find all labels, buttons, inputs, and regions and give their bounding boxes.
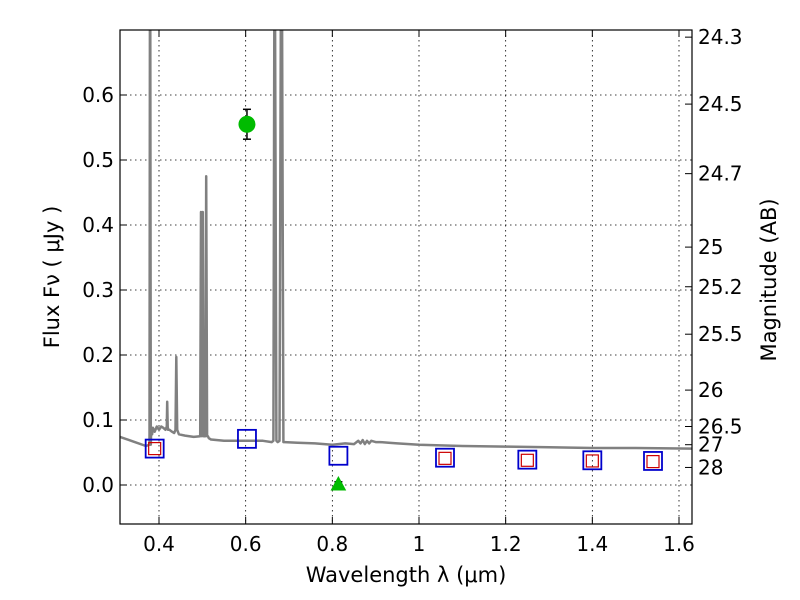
observed-low-marker xyxy=(330,475,347,491)
y-axis-title-left: Flux Fν ( μJy ) xyxy=(40,206,64,349)
x-tick-label: 0.6 xyxy=(230,532,262,556)
y-tick-label: 0.5 xyxy=(82,148,114,172)
tick-layer: 0.4 0.6 0.8 1 1.2 1.4 1.6 0.0 0.1 0.2 0.3 0.4 0.5 0.6… xyxy=(82,25,742,556)
right-tick-label: 24.7 xyxy=(698,162,743,186)
right-tick-label: 25.2 xyxy=(698,275,743,299)
y-tick-label: 0.0 xyxy=(82,473,114,497)
model-photometry-marker xyxy=(328,445,349,466)
model-photometry-marker xyxy=(643,451,663,471)
x-tick-label: 1.4 xyxy=(576,532,608,556)
observed-limit-marker xyxy=(585,454,599,468)
observed-limit-marker xyxy=(148,442,162,456)
model-photometry-marker xyxy=(517,449,538,470)
x-axis-title: Wavelength λ (μm) xyxy=(306,563,507,587)
x-tick-label: 0.8 xyxy=(316,532,348,556)
model-photometry-marker xyxy=(144,438,165,459)
grid-layer xyxy=(120,30,692,524)
x-tick-label: 1.6 xyxy=(663,532,695,556)
right-tick-label: 25.5 xyxy=(698,322,743,346)
right-tick-label: 28 xyxy=(698,455,723,479)
model-photometry-marker xyxy=(582,450,603,471)
observed-detection-marker xyxy=(238,115,256,133)
model-photometry-marker xyxy=(237,428,257,449)
right-tick-label: 26 xyxy=(698,378,723,402)
right-tick-label: 26.5 xyxy=(698,415,743,439)
observed-limit-marker xyxy=(646,455,660,469)
right-tick-label: 24.5 xyxy=(698,92,743,116)
right-tick-label: 25 xyxy=(698,235,723,259)
y-axis-title-right: Magnitude (AB) xyxy=(757,198,781,361)
plot-frame xyxy=(119,29,693,525)
x-tick-label: 1.2 xyxy=(490,532,522,556)
y-tick-label: 0.6 xyxy=(82,83,114,107)
right-tick-label: 24.3 xyxy=(698,25,743,49)
x-tick-label: 0.4 xyxy=(143,532,175,556)
y-tick-label: 0.2 xyxy=(82,343,114,367)
plot-area xyxy=(120,30,692,491)
right-tick-label: 27 xyxy=(698,433,723,457)
x-tick-label: 1 xyxy=(413,532,426,556)
model-photometry-marker xyxy=(435,447,455,468)
sed-model-line xyxy=(120,30,692,450)
series-group xyxy=(120,30,692,491)
observed-limit-marker xyxy=(520,453,534,467)
y-tick-label: 0.4 xyxy=(82,213,114,237)
observed-limit-marker xyxy=(438,451,452,465)
y-tick-label: 0.3 xyxy=(82,278,114,302)
y-tick-label: 0.1 xyxy=(82,408,114,432)
